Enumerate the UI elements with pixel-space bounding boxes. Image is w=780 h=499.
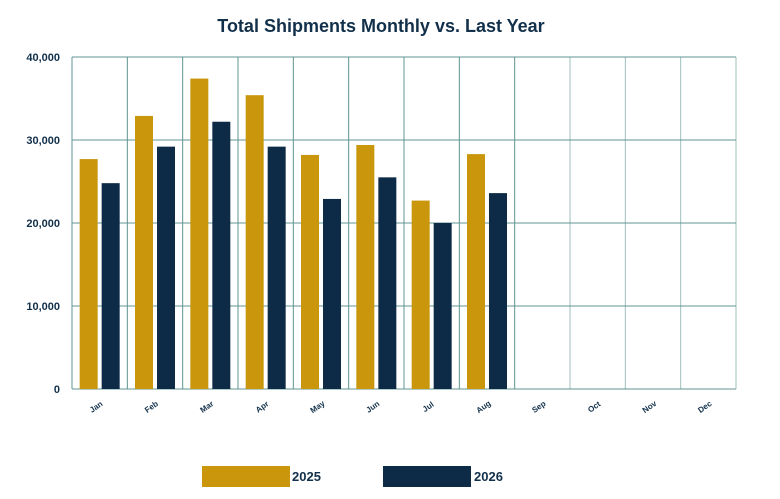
x-axis: Jan Feb Mar Apr May Jun Jul Aug Sep Oct Nov Dec	[88, 398, 714, 415]
y-tick-label: 10,000	[26, 301, 60, 313]
bar-2025-mar	[190, 78, 209, 389]
x-tick-label: Nov	[641, 399, 659, 415]
legend-label-2026: 2026	[474, 469, 503, 484]
x-tick-label: Jan	[88, 399, 105, 414]
y-tick-label: 30,000	[26, 135, 60, 147]
bar-2025-feb	[135, 115, 153, 390]
bar-2026-jun	[378, 177, 397, 389]
bar-2026-mar	[212, 121, 231, 390]
legend-swatch-2026	[383, 466, 471, 487]
legend-label-2025: 2025	[292, 469, 321, 484]
bar-2025-jan	[79, 159, 98, 389]
y-tick-label: 40,000	[26, 52, 60, 64]
bar-2026-jan	[101, 183, 120, 389]
bar-2025-jun	[356, 144, 375, 389]
x-tick-label: Mar	[198, 399, 215, 415]
bar-2026-jul	[433, 223, 452, 389]
x-tick-label: May	[309, 398, 327, 415]
x-tick-label: Sep	[530, 399, 547, 415]
bars	[79, 78, 507, 390]
x-tick-label: Jul	[421, 400, 436, 414]
x-tick-label: Dec	[696, 399, 714, 415]
y-axis: 0 10,000 20,000 30,000 40,000	[26, 52, 60, 396]
x-tick-label: Feb	[143, 399, 160, 415]
bar-2025-apr	[245, 95, 264, 390]
bar-2026-apr	[267, 146, 286, 389]
bar-2026-may	[323, 198, 341, 389]
x-tick-label: Jun	[364, 399, 381, 415]
y-tick-label: 0	[54, 384, 60, 396]
bar-2025-aug	[467, 154, 485, 389]
bar-2025-jul	[411, 200, 430, 389]
x-tick-label: Apr	[254, 399, 270, 414]
bar-2026-aug	[489, 193, 507, 389]
y-tick-label: 20,000	[26, 218, 60, 230]
x-tick-label: Oct	[586, 399, 602, 414]
grid	[71, 56, 737, 390]
bar-2025-may	[301, 154, 319, 389]
bar-2026-feb	[157, 146, 175, 389]
x-tick-label: Aug	[475, 399, 493, 415]
legend: 2025 2026	[202, 466, 503, 487]
legend-swatch-2025	[202, 466, 290, 487]
chart-title: Total Shipments Monthly vs. Last Year	[217, 16, 544, 36]
